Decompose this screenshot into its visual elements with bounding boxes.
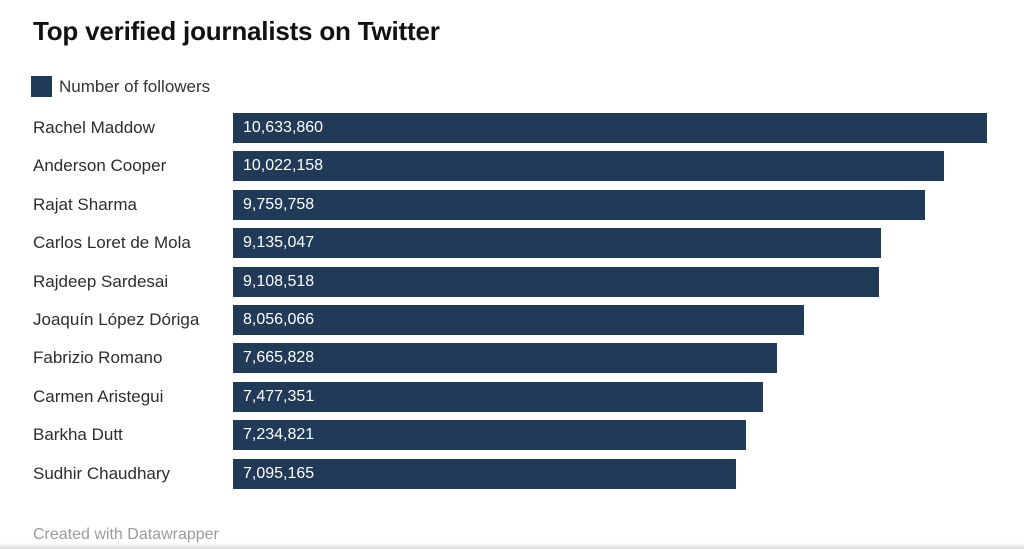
legend-label: Number of followers — [59, 76, 211, 96]
bar[interactable]: 8,056,066 — [233, 304, 805, 335]
bar-track: 10,022,158 — [233, 151, 987, 182]
bar-track: 7,477,351 — [233, 381, 987, 412]
bar-row: Joaquín López Dóriga 8,056,066 — [33, 304, 987, 335]
bar-track: 7,665,828 — [233, 343, 987, 374]
bar[interactable]: 10,633,860 — [233, 113, 987, 143]
bar-value-label: 7,665,828 — [243, 349, 315, 367]
bar-row: Rajdeep Sardesai 9,108,518 — [33, 266, 987, 297]
bar-value-label: 9,108,518 — [243, 272, 315, 290]
bar-value-label: 10,633,860 — [243, 119, 324, 136]
bar-value-label: 7,477,351 — [243, 387, 315, 405]
legend-swatch — [31, 76, 52, 97]
bar[interactable]: 9,135,047 — [233, 228, 881, 259]
bar-row: Barkha Dutt 7,234,821 — [33, 420, 987, 451]
journalist-name: Rachel Maddow — [33, 118, 155, 137]
legend: Number of followers — [31, 76, 210, 97]
journalist-name: Barkha Dutt — [33, 425, 123, 445]
journalist-name: Carlos Loret de Mola — [33, 233, 191, 253]
bar[interactable]: 7,095,165 — [233, 458, 737, 489]
bar-value-label: 10,022,158 — [243, 157, 324, 175]
journalist-name: Sudhir Chaudhary — [33, 463, 171, 483]
bar-row: Rachel Maddow 10,633,860 — [33, 113, 987, 143]
bar-value-label: 7,234,821 — [243, 426, 315, 444]
bar-track: 7,095,165 — [233, 458, 987, 489]
bar-chart: Rachel Maddow 10,633,860 Anderson Cooper… — [33, 113, 987, 497]
bar-row: Sudhir Chaudhary 7,095,165 — [33, 458, 987, 489]
journalist-name: Rajat Sharma — [33, 194, 137, 214]
bar-track: 10,633,860 — [233, 113, 987, 143]
bar-value-label: 9,759,758 — [243, 195, 315, 213]
bar[interactable]: 9,108,518 — [233, 266, 879, 297]
bar[interactable]: 10,022,158 — [233, 151, 944, 182]
bar-track: 9,108,518 — [233, 266, 987, 297]
bar-track: 7,234,821 — [233, 420, 987, 451]
bar-track: 9,759,758 — [233, 189, 987, 220]
journalist-name: Joaquín López Dóriga — [33, 309, 200, 329]
bar-value-label: 8,056,066 — [243, 310, 315, 328]
journalist-name: Rajdeep Sardesai — [33, 271, 169, 291]
journalist-name: Fabrizio Romano — [33, 348, 163, 368]
journalist-name: Anderson Cooper — [33, 156, 167, 176]
datawrapper-attribution-link[interactable]: Created with Datawrapper — [33, 526, 219, 543]
bar-row: Anderson Cooper 10,022,158 — [33, 151, 987, 182]
journalist-name: Carmen Aristegui — [33, 386, 164, 406]
bar-row: Rajat Sharma 9,759,758 — [33, 189, 987, 220]
bar[interactable]: 7,665,828 — [233, 343, 777, 374]
bar-value-label: 9,135,047 — [243, 234, 315, 252]
bar-value-label: 7,095,165 — [243, 464, 315, 482]
bar[interactable]: 9,759,758 — [233, 189, 926, 220]
bottom-edge-shadow — [0, 543, 1024, 549]
bar[interactable]: 7,477,351 — [233, 381, 764, 412]
bar-row: Carmen Aristegui 7,477,351 — [33, 381, 987, 412]
bar[interactable]: 7,234,821 — [233, 420, 747, 451]
chart-title: Top verified journalists on Twitter — [33, 16, 440, 46]
bar-track: 8,056,066 — [233, 304, 987, 335]
bar-row: Carlos Loret de Mola 9,135,047 — [33, 228, 987, 259]
bar-track: 9,135,047 — [233, 228, 987, 259]
bar-row: Fabrizio Romano 7,665,828 — [33, 343, 987, 374]
